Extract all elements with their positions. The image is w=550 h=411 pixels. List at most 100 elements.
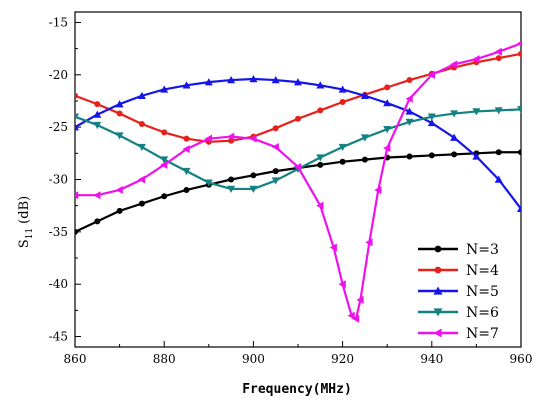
data-point — [116, 110, 123, 117]
data-point — [115, 100, 124, 108]
x-axis: 860 880 900 920 940 960 — [64, 341, 533, 366]
data-point — [137, 175, 146, 184]
data-point — [204, 134, 212, 143]
data-point — [75, 113, 79, 121]
data-point — [316, 81, 325, 89]
data-point — [472, 108, 481, 116]
data-point — [75, 228, 78, 235]
data-point — [137, 143, 146, 152]
data-point — [339, 99, 346, 106]
data-point — [272, 168, 279, 175]
data-point — [294, 162, 302, 171]
data-point — [347, 311, 355, 320]
data-point — [75, 191, 79, 200]
data-point — [93, 191, 101, 200]
y-tick-label: -15 — [49, 15, 68, 29]
data-point — [75, 92, 78, 99]
data-point — [182, 145, 190, 154]
data-point — [183, 135, 190, 142]
data-point — [383, 144, 391, 153]
data-point — [182, 167, 191, 176]
legend-label: N=4 — [466, 263, 499, 279]
y-tick-label: -45 — [49, 330, 68, 344]
data-point — [450, 110, 459, 118]
x-tick-label: 940 — [420, 352, 443, 366]
y-tick-label: -25 — [49, 120, 68, 134]
data-point — [360, 134, 369, 142]
x-tick-label: 860 — [64, 352, 87, 366]
data-point — [115, 185, 123, 194]
data-point — [183, 186, 190, 193]
x-tick-label: 900 — [242, 352, 265, 366]
data-point — [450, 60, 458, 69]
y-axis-title-main: S — [17, 239, 32, 248]
data-point — [94, 101, 101, 108]
y-tick-label: -30 — [49, 173, 68, 187]
data-point — [93, 110, 102, 118]
legend-item: N=6 — [418, 305, 499, 321]
data-point — [249, 185, 258, 193]
svg-text:S11(dB): S11 (dB) — [17, 196, 35, 248]
data-point — [405, 107, 414, 115]
data-point — [161, 129, 168, 136]
legend-label: N=3 — [466, 242, 499, 258]
data-point — [472, 55, 480, 64]
data-point — [450, 133, 459, 141]
legend-label: N=7 — [466, 326, 499, 342]
data-point — [383, 99, 392, 107]
series-layer — [75, 41, 521, 323]
data-point — [294, 78, 302, 86]
data-point — [271, 76, 280, 84]
legend: N=3 N=4 N=5 N=6 N=7 — [418, 242, 499, 342]
data-point — [138, 200, 145, 207]
data-point — [518, 50, 521, 57]
data-point — [271, 143, 279, 152]
data-point — [517, 41, 521, 46]
legend-label: N=5 — [466, 284, 499, 300]
data-point — [361, 156, 368, 163]
data-point — [271, 177, 280, 185]
x-tick-label: 960 — [510, 352, 533, 366]
data-point — [116, 207, 123, 214]
data-point — [360, 91, 369, 99]
data-point — [517, 106, 521, 114]
data-point — [160, 156, 169, 164]
series-n5 — [75, 75, 521, 213]
data-point — [434, 245, 442, 253]
legend-label: N=6 — [466, 305, 499, 321]
data-point — [295, 115, 301, 122]
data-point — [472, 152, 481, 160]
y-tick-label: -20 — [49, 68, 68, 82]
series-line — [75, 42, 521, 320]
legend-item: N=5 — [418, 284, 499, 300]
data-point — [428, 152, 435, 159]
data-point — [317, 161, 324, 168]
series-n4 — [75, 50, 521, 145]
y-tick-label: -40 — [49, 277, 68, 291]
data-point — [94, 218, 101, 225]
data-point — [316, 201, 324, 210]
data-point — [427, 118, 436, 127]
data-point — [405, 118, 414, 126]
data-point — [374, 185, 382, 194]
data-point — [356, 295, 364, 304]
data-point — [494, 107, 503, 115]
x-tick-label: 880 — [153, 352, 176, 366]
data-point — [338, 280, 346, 289]
y-axis: -45 -40 -35 -30 -25 -20 -15 — [49, 15, 81, 344]
data-point — [329, 243, 337, 252]
series-n3 — [75, 149, 521, 235]
legend-item: N=4 — [418, 263, 499, 279]
data-point — [160, 160, 168, 169]
data-point — [161, 193, 168, 200]
data-point — [137, 91, 146, 99]
data-point — [227, 132, 235, 141]
data-point — [249, 134, 257, 143]
data-point — [517, 204, 521, 213]
data-point — [406, 153, 413, 160]
y-tick-label: -35 — [49, 225, 68, 239]
data-point — [204, 179, 213, 187]
data-point — [250, 172, 257, 179]
series-line — [75, 151, 521, 233]
data-point — [317, 107, 324, 114]
